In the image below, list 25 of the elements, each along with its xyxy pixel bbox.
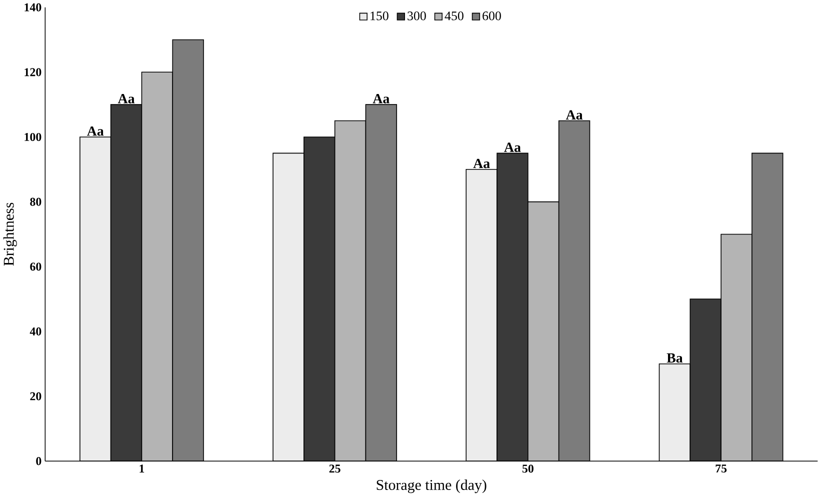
y-tick-label: 120 [24,68,42,76]
legend-label: 600 [482,11,501,20]
y-tick-label: 0 [36,456,42,465]
data-label: Aa [504,142,521,152]
data-label: Aa [372,94,390,104]
y-tick-label: 20 [30,392,42,400]
x-tick-label: 1 [140,464,144,472]
data-label: Aa [87,126,104,136]
data-label: Ba [666,353,683,362]
data-label: Aa [473,158,490,168]
y-tick-label: 80 [30,198,42,206]
x-axis-title: Storage time (day) [376,479,486,493]
y-tick-label: 40 [30,327,42,336]
y-axis-title: Brightness [3,202,17,266]
x-tick-label: 50 [522,464,534,472]
y-tick-label: 140 [24,3,42,12]
legend-label: 450 [444,11,464,20]
legend-label: 150 [370,11,388,20]
x-tick-label: 25 [329,464,340,472]
data-label: Aa [566,110,583,120]
y-tick-label: 100 [24,132,42,141]
y-tick-label: 60 [30,262,42,270]
legend-label: 300 [408,11,426,20]
x-tick-label: 75 [716,464,727,472]
data-label: Aa [118,94,135,104]
